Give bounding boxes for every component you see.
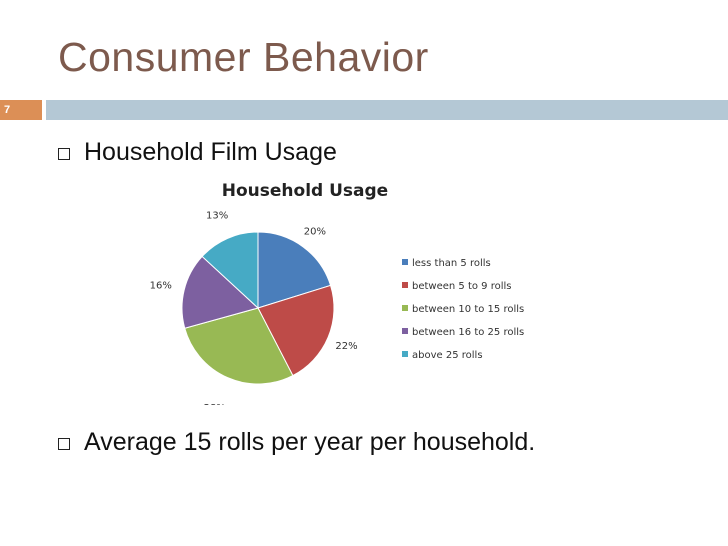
legend-swatch bbox=[402, 351, 408, 357]
legend-label: between 16 to 25 rolls bbox=[412, 327, 524, 338]
pie-value-labels: 20% 22% 28% 16% 13% bbox=[150, 211, 358, 405]
pie-value-label: 13% bbox=[206, 211, 228, 222]
pie-value-label: 22% bbox=[335, 341, 357, 352]
pie-slice bbox=[181, 255, 259, 329]
chart-legend: less than 5 rolls between 5 to 9 rolls bet… bbox=[402, 258, 524, 361]
bullet-text: Average 15 rolls per year per household. bbox=[84, 428, 536, 456]
legend-swatch bbox=[402, 328, 408, 334]
legend-item: between 16 to 25 rolls bbox=[402, 327, 524, 338]
legend-item: less than 5 rolls bbox=[402, 258, 491, 269]
legend-item: above 25 rolls bbox=[402, 350, 483, 361]
pie-slice bbox=[257, 284, 335, 377]
chart-title: Household Usage bbox=[222, 181, 388, 201]
checkbox-bullet-icon bbox=[58, 147, 70, 160]
legend-label: between 5 to 9 rolls bbox=[412, 281, 512, 292]
slide-number: 7 bbox=[0, 100, 42, 120]
bullet-text: Household Film Usage bbox=[84, 138, 337, 166]
pie-chart: Household Usage 20% 22% 28% 16% 13% less tha… bbox=[150, 181, 525, 405]
pie-value-label: 20% bbox=[304, 227, 326, 238]
legend-label: less than 5 rolls bbox=[412, 258, 491, 269]
legend-item: between 5 to 9 rolls bbox=[402, 281, 512, 292]
checkbox-bullet-icon bbox=[58, 437, 70, 450]
slide-title: Consumer Behavior bbox=[58, 34, 429, 80]
legend-item: between 10 to 15 rolls bbox=[402, 304, 524, 315]
pie-slice bbox=[184, 307, 294, 385]
pie-slice bbox=[257, 231, 332, 309]
bullet-item: Average 15 rolls per year per household. bbox=[58, 428, 535, 457]
bullet-item: Household Film Usage bbox=[58, 138, 337, 167]
pie-value-label: 16% bbox=[150, 280, 172, 291]
pie-slice bbox=[201, 231, 259, 310]
legend-swatch bbox=[402, 282, 408, 288]
legend-label: above 25 rolls bbox=[412, 350, 483, 361]
legend-swatch bbox=[402, 305, 408, 311]
legend-label: between 10 to 15 rolls bbox=[412, 304, 524, 315]
title-rule bbox=[46, 100, 728, 120]
legend-swatch bbox=[402, 259, 408, 265]
pie-slices bbox=[181, 231, 335, 385]
pie-value-label: 28% bbox=[204, 403, 226, 405]
